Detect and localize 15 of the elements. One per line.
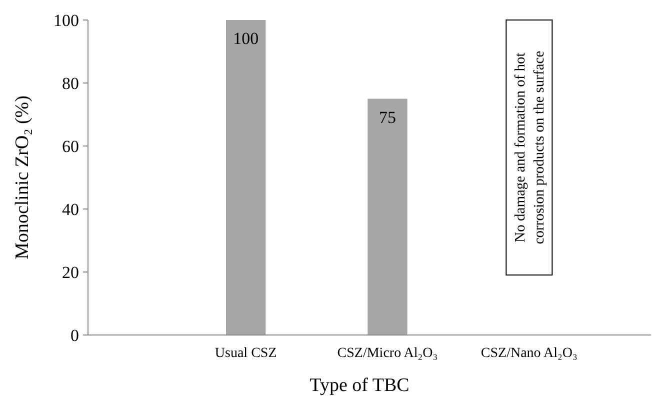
x-tick-label: Usual CSZ (214, 346, 277, 361)
y-tick-label: 40 (62, 200, 79, 219)
text-box: No damage and formation of hot corrosion products on the surface (506, 20, 553, 276)
data-label: 75 (379, 108, 396, 127)
x-axis-title: Type of TBC (310, 375, 410, 396)
y-tick-label: 60 (62, 136, 79, 156)
x-tick-label: CSZ/Nano Al₂O₃ (480, 346, 578, 361)
x-tick-label: CSZ/Micro Al₂O₃ (337, 346, 438, 361)
y-axis-title: Monoclinic ZrO₂ (%) (12, 96, 33, 260)
y-tick-label: 100 (54, 10, 79, 30)
annotation: No damage and formation of hot corrosion products on the surface (512, 50, 548, 244)
data-label: 100 (233, 29, 259, 48)
y-tick-label: 0 (70, 326, 79, 345)
y-tick-label: 80 (62, 74, 79, 93)
y-tick-label: 20 (62, 262, 79, 282)
